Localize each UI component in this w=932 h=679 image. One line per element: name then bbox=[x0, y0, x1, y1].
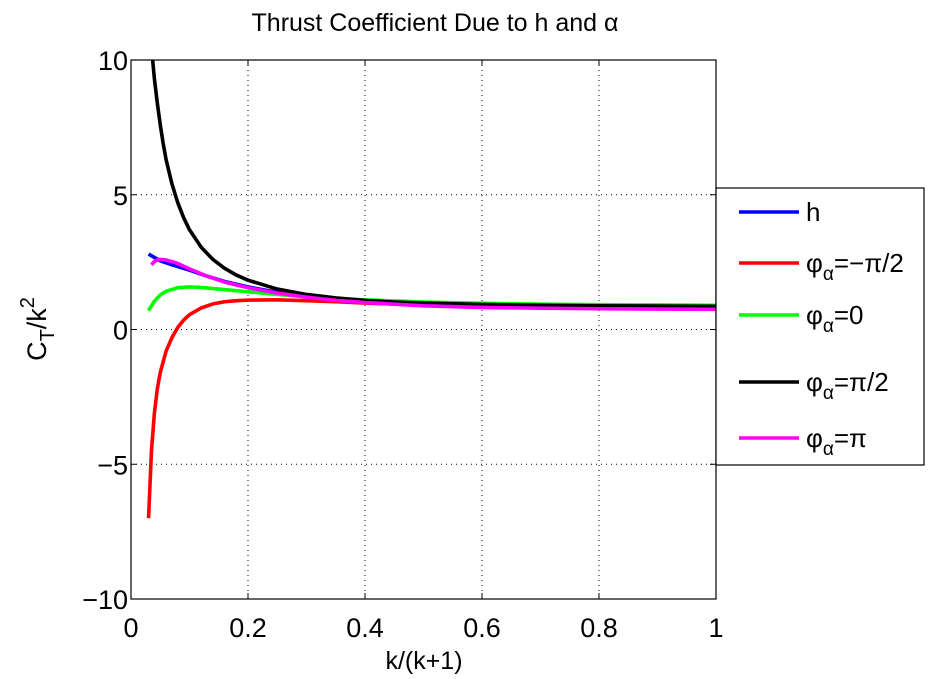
legend-label-1: φα=−π/2 bbox=[806, 248, 904, 285]
legend-label-sub-3: α bbox=[823, 383, 834, 404]
y-axis-label: CT/k2 bbox=[17, 297, 59, 361]
legend-label-suffix-1: =−π/2 bbox=[834, 248, 904, 278]
y-tick-label-1: −5 bbox=[97, 450, 128, 480]
ticks bbox=[130, 59, 717, 600]
legend-label-base-1: φ bbox=[806, 248, 823, 278]
legend-label-suffix-3: =π/2 bbox=[834, 367, 889, 397]
legend-label-base-4: φ bbox=[806, 423, 823, 453]
y-tick-label-2: 0 bbox=[113, 316, 128, 346]
y-axis-label-superscript: 2 bbox=[17, 297, 39, 308]
x-tick-labels: 0 0.2 0.4 0.6 0.8 1 bbox=[123, 613, 723, 643]
legend-label-2: φα=0 bbox=[806, 300, 864, 337]
legend-label-0: h bbox=[806, 197, 820, 227]
legend-label-sub-1: α bbox=[823, 264, 834, 285]
legend-label-4: φα=π bbox=[806, 423, 867, 460]
legend-label-base-3: φ bbox=[806, 367, 823, 397]
legend-box bbox=[715, 187, 925, 466]
x-tick-label-0: 0 bbox=[123, 613, 138, 643]
legend: hφα=−π/2φα=0φα=π/2φα=π bbox=[715, 187, 925, 466]
chart-title-alpha: α bbox=[604, 9, 618, 37]
y-tick-labels: −10 −5 0 5 10 bbox=[82, 46, 128, 615]
x-tick-label-3: 0.6 bbox=[463, 613, 501, 643]
legend-label-base-0: h bbox=[806, 197, 820, 227]
y-tick-label-0: −10 bbox=[82, 585, 128, 615]
series-layer bbox=[146, 59, 717, 519]
x-tick-label-5: 1 bbox=[708, 613, 723, 643]
x-tick-label-1: 0.2 bbox=[229, 613, 267, 643]
x-tick-label-4: 0.8 bbox=[580, 613, 618, 643]
legend-label-3: φα=π/2 bbox=[806, 367, 889, 404]
legend-label-suffix-2: =0 bbox=[834, 300, 864, 330]
chart-title-text: Thrust Coefficient Due to h and bbox=[252, 9, 605, 37]
legend-label-base-2: φ bbox=[806, 300, 823, 330]
chart-title: Thrust Coefficient Due to h and α bbox=[252, 9, 619, 37]
x-tick-label-2: 0.4 bbox=[346, 613, 384, 643]
y-tick-label-4: 10 bbox=[98, 46, 128, 76]
legend-label-sub-4: α bbox=[823, 439, 834, 460]
series-line-4 bbox=[150, 257, 717, 312]
y-axis-label-slash-k: /k bbox=[22, 308, 52, 330]
legend-items: hφα=−π/2φα=0φα=π/2φα=π bbox=[739, 197, 904, 460]
y-axis-label-subscript: T bbox=[37, 329, 59, 341]
plot-area bbox=[131, 60, 716, 599]
legend-label-suffix-4: =π bbox=[834, 423, 867, 453]
legend-label-sub-2: α bbox=[823, 316, 834, 337]
y-tick-label-3: 5 bbox=[113, 181, 128, 211]
y-axis-label-c: C bbox=[22, 341, 52, 361]
x-axis-label: k/(k+1) bbox=[385, 647, 462, 675]
series-line-3 bbox=[150, 59, 717, 309]
